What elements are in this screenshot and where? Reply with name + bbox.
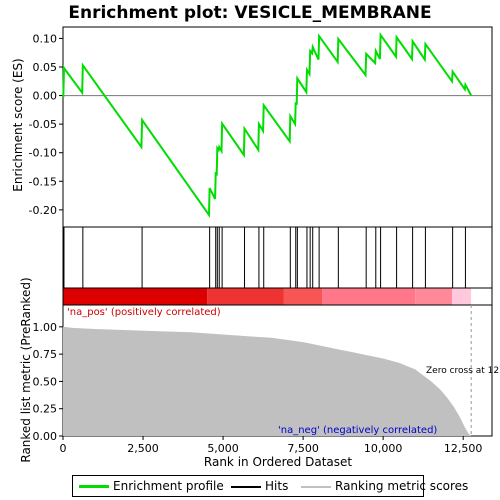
rank-y-tick-label: 0.50 xyxy=(33,375,58,388)
legend-hits-swatch xyxy=(231,486,261,488)
ranking-metric-panel: 0.00 0.25 0.50 0.75 1.00 0 2,500 5,000 7,500 10,0… xyxy=(33,304,500,455)
es-y-tick-label: 0.00 xyxy=(33,90,58,103)
ranking-metric-area xyxy=(63,326,472,436)
enrichment-score-panel: -0.20 -0.15 -0.10 -0.05 0.00 0.05 0.10 xyxy=(29,26,493,228)
es-y-tick-label: -0.20 xyxy=(29,204,57,217)
x-tick-label: 12,500 xyxy=(444,442,483,455)
chart-title: Enrichment plot: VESICLE_MEMBRANE xyxy=(68,3,431,23)
es-plot-area xyxy=(62,26,493,228)
zero-cross-label: Zero cross at 12750 xyxy=(426,366,500,376)
colorbar-segment xyxy=(63,288,208,305)
rank-y-tick-label: 0.25 xyxy=(33,403,58,416)
es-y-tick-label: -0.10 xyxy=(29,147,57,160)
negative-correlation-label: 'na_neg' (negatively correlated) xyxy=(278,425,437,436)
enrichment-profile-line xyxy=(62,31,473,219)
es-y-tick-label: -0.05 xyxy=(29,118,57,131)
hits-plot-area xyxy=(62,226,493,289)
x-tick-label: 0 xyxy=(60,442,67,455)
rank-y-tick-label: 0.75 xyxy=(33,348,58,361)
legend: Enrichment profile Hits Ranking metric s… xyxy=(72,475,468,497)
legend-ranking-label: Ranking metric scores xyxy=(335,479,469,493)
colorbar-segment xyxy=(283,288,323,305)
x-axis-label: Rank in Ordered Dataset xyxy=(204,455,352,469)
rank-y-axis-label: Ranked list metric (PreRanked) xyxy=(19,277,33,462)
colorbar-segment xyxy=(471,288,492,305)
es-y-axis-label: Enrichment score (ES) xyxy=(11,58,25,191)
positive-correlation-label: 'na_pos' (positively correlated) xyxy=(67,307,221,318)
rank-colorbar xyxy=(62,287,493,306)
es-y-tick-label: -0.15 xyxy=(29,175,57,188)
x-tick-label: 10,000 xyxy=(364,442,403,455)
es-y-tick-label: 0.05 xyxy=(33,61,58,74)
colorbar-segment xyxy=(415,288,452,305)
rank-y-tick-label: 1.00 xyxy=(33,321,58,334)
legend-hits-label: Hits xyxy=(265,479,289,493)
colorbar-segment xyxy=(322,288,416,305)
es-y-tick-label: 0.10 xyxy=(33,32,58,45)
legend-enrichment-label: Enrichment profile xyxy=(113,479,224,493)
x-tick-label: 2,500 xyxy=(127,442,159,455)
legend-ranking-swatch xyxy=(301,486,331,488)
x-tick-label: 5,000 xyxy=(207,442,239,455)
colorbar-segment xyxy=(207,288,284,305)
legend-enrichment-swatch xyxy=(79,485,109,488)
rank-y-tick-label: 0.00 xyxy=(33,430,58,443)
hits-panel xyxy=(62,226,493,289)
x-tick-label: 7,500 xyxy=(287,442,319,455)
colorbar-segment xyxy=(451,288,472,305)
